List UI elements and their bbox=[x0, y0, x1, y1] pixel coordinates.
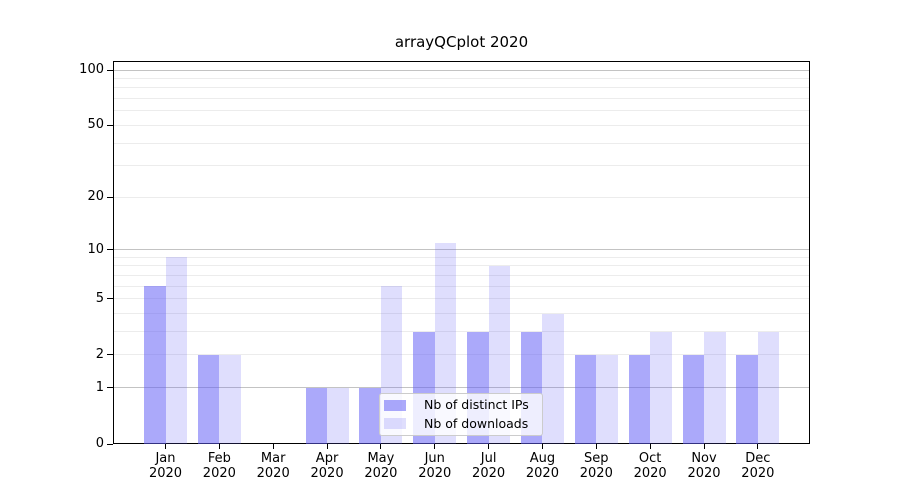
gridline-y-7 bbox=[114, 274, 809, 276]
x-tick-label-jun: Jun 2020 bbox=[418, 451, 452, 481]
y-tick-label-20: 20 bbox=[87, 189, 104, 205]
bar-nov-distinct-ips bbox=[682, 354, 704, 444]
gridline-y-4 bbox=[114, 313, 809, 315]
x-tick-mark-aug bbox=[541, 444, 543, 449]
bar-apr-downloads bbox=[327, 387, 349, 444]
x-tick-label-mar: Mar 2020 bbox=[256, 451, 290, 481]
x-tick-mark-may bbox=[380, 444, 382, 449]
y-tick-label-2: 2 bbox=[95, 346, 104, 362]
legend-label-distinct-ips: Nb of distinct IPs bbox=[424, 397, 529, 413]
legend-swatch-downloads bbox=[384, 418, 406, 430]
x-tick-label-dec: Dec 2020 bbox=[741, 451, 775, 481]
legend-label-downloads: Nb of downloads bbox=[424, 415, 529, 431]
x-tick-label-jul: Jul 2020 bbox=[472, 451, 506, 481]
gridline-y-90 bbox=[114, 77, 809, 79]
x-tick-label-may: May 2020 bbox=[364, 451, 398, 481]
gridline-y-10 bbox=[114, 249, 809, 251]
x-tick-label-apr: Apr 2020 bbox=[310, 451, 344, 481]
bar-oct-downloads bbox=[650, 331, 672, 444]
bar-oct-distinct-ips bbox=[628, 354, 651, 444]
bar-sep-distinct-ips bbox=[574, 354, 597, 444]
bar-may-distinct-ips bbox=[359, 387, 381, 444]
bar-apr-distinct-ips bbox=[305, 387, 328, 444]
x-tick-mark-dec bbox=[757, 444, 759, 449]
y-tick-label-1: 1 bbox=[95, 379, 104, 395]
x-tick-mark-apr bbox=[326, 444, 328, 449]
y-tick-mark-0 bbox=[107, 443, 113, 445]
gridline-y-1 bbox=[114, 387, 809, 389]
gridline-y-20 bbox=[114, 196, 809, 198]
y-tick-mark-1 bbox=[107, 387, 113, 389]
y-tick-label-10: 10 bbox=[87, 241, 104, 257]
gridline-y-2 bbox=[114, 354, 809, 356]
bar-feb-downloads bbox=[219, 354, 241, 444]
plot-area bbox=[113, 61, 810, 444]
y-tick-label-5: 5 bbox=[95, 290, 104, 306]
gridline-y-30 bbox=[114, 165, 809, 167]
x-tick-mark-mar bbox=[272, 444, 274, 449]
bar-aug-downloads bbox=[542, 313, 564, 444]
x-tick-mark-nov bbox=[703, 444, 705, 449]
gridline-y-100 bbox=[114, 69, 809, 71]
y-tick-mark-10 bbox=[107, 249, 113, 251]
y-tick-mark-50 bbox=[107, 124, 113, 126]
y-tick-label-0: 0 bbox=[95, 436, 104, 451]
x-tick-mark-jun bbox=[434, 444, 436, 449]
gridline-y-70 bbox=[114, 98, 809, 100]
x-tick-mark-oct bbox=[649, 444, 651, 449]
x-tick-label-jan: Jan 2020 bbox=[148, 451, 183, 481]
y-tick-label-50: 50 bbox=[87, 117, 104, 133]
gridline-y-80 bbox=[114, 87, 809, 89]
gridline-y-50 bbox=[114, 124, 809, 126]
bar-dec-distinct-ips bbox=[736, 354, 758, 444]
gridline-y-40 bbox=[114, 142, 809, 144]
legend-swatch-distinct-ips bbox=[384, 399, 406, 411]
bar-feb-distinct-ips bbox=[197, 354, 220, 444]
bar-nov-downloads bbox=[704, 331, 726, 444]
bar-dec-downloads bbox=[757, 331, 780, 444]
y-tick-mark-100 bbox=[107, 69, 113, 71]
y-tick-label-100: 100 bbox=[79, 62, 104, 77]
x-tick-mark-jan bbox=[165, 444, 166, 449]
x-tick-mark-sep bbox=[595, 444, 597, 449]
y-tick-mark-5 bbox=[107, 298, 113, 300]
chart-title: arrayQCplot 2020 bbox=[394, 33, 529, 51]
x-tick-mark-feb bbox=[218, 444, 220, 449]
legend: Nb of distinct IPs Nb of downloads bbox=[379, 393, 543, 436]
bar-jan-distinct-ips bbox=[144, 286, 166, 444]
x-tick-mark-jul bbox=[488, 444, 490, 449]
y-tick-mark-20 bbox=[107, 196, 113, 198]
gridline-y-5 bbox=[114, 298, 809, 300]
gridline-y-3 bbox=[114, 331, 809, 333]
gridline-y-8 bbox=[114, 265, 809, 267]
legend-item-distinct-ips: Nb of distinct IPs bbox=[384, 396, 538, 415]
x-tick-label-sep: Sep 2020 bbox=[579, 451, 613, 481]
bar-jan-downloads bbox=[165, 257, 187, 444]
x-tick-label-aug: Aug 2020 bbox=[525, 451, 559, 481]
x-tick-label-oct: Oct 2020 bbox=[633, 451, 667, 481]
gridline-y-9 bbox=[114, 256, 809, 258]
x-tick-label-nov: Nov 2020 bbox=[687, 451, 721, 481]
y-tick-mark-2 bbox=[107, 354, 113, 356]
x-tick-label-feb: Feb 2020 bbox=[202, 451, 236, 481]
gridline-y-60 bbox=[114, 110, 809, 112]
bar-sep-downloads bbox=[596, 354, 618, 444]
legend-item-downloads: Nb of downloads bbox=[384, 415, 538, 434]
gridline-y-6 bbox=[114, 285, 809, 287]
